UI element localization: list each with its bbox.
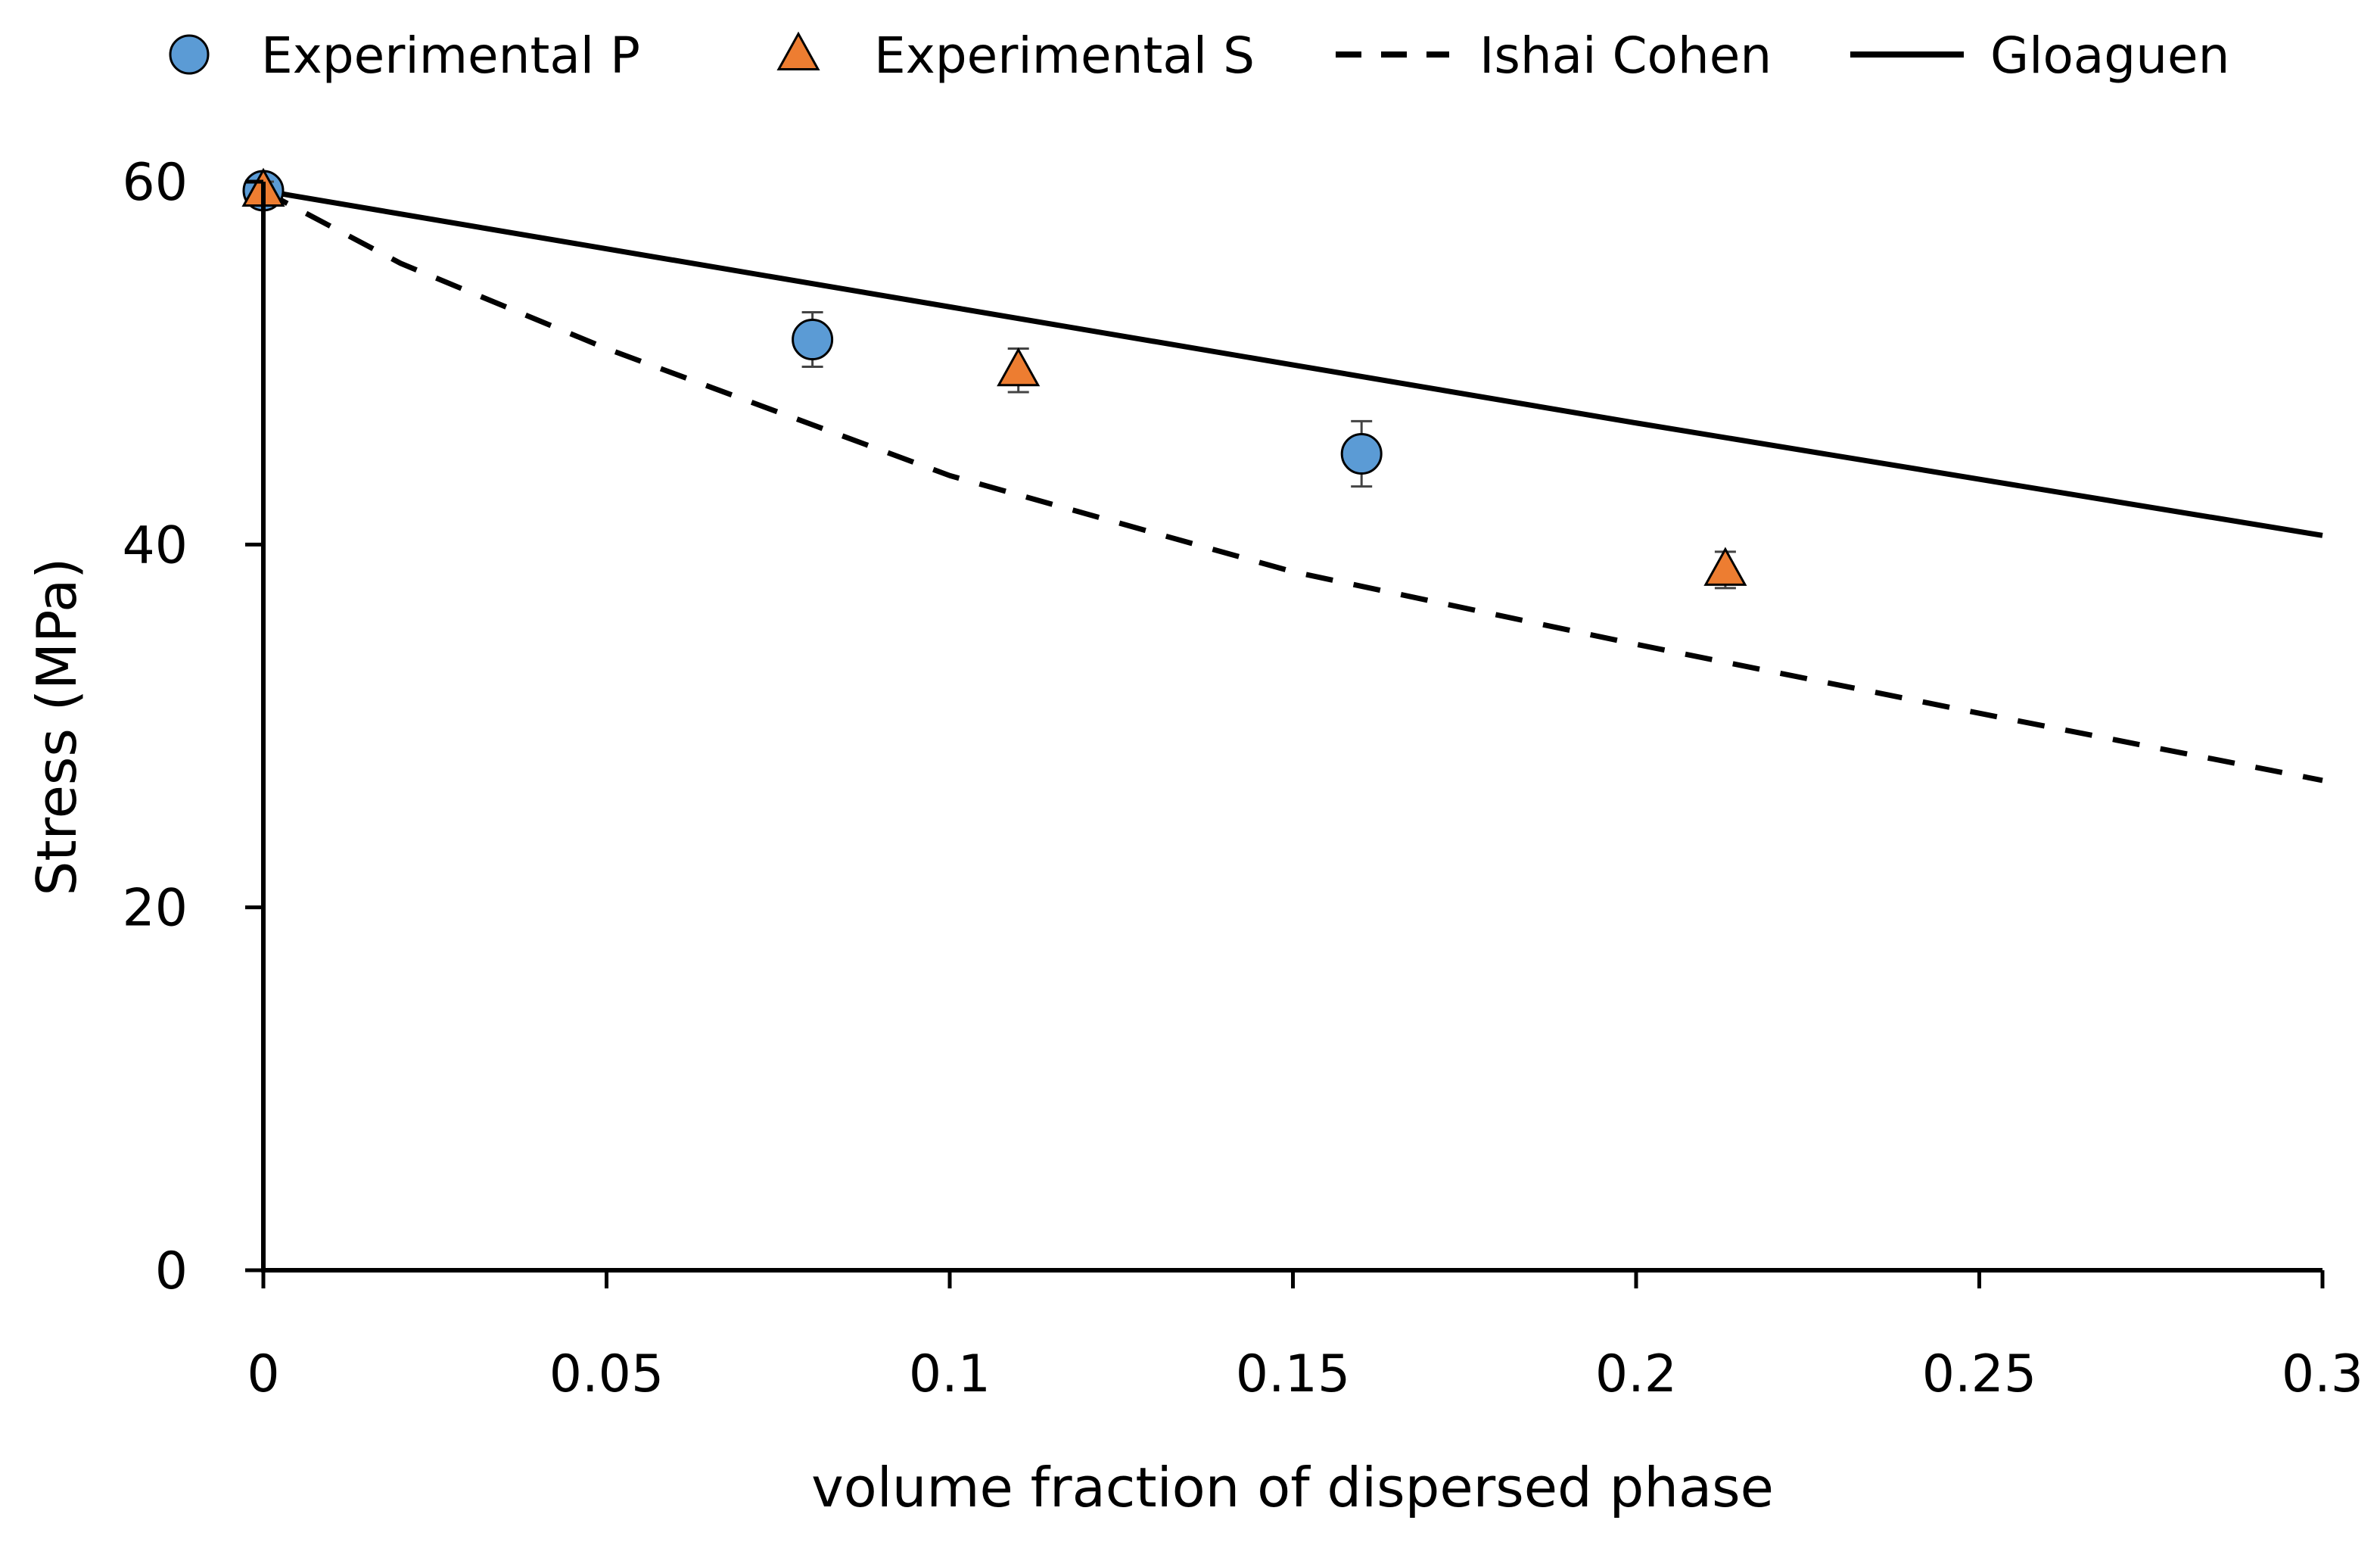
x-axis-title: volume fraction of dispersed phase: [811, 1456, 1774, 1519]
x-tick-label: 0.05: [549, 1344, 664, 1404]
y-tick-label: 20: [122, 879, 188, 939]
y-axis-title: Stress (MPa): [25, 558, 89, 896]
plot-area: [241, 167, 2323, 783]
experimental-s-point: [997, 347, 1041, 387]
experimental-p-point: [792, 319, 834, 361]
legend: Experimental P Experimental S Ishai Cohen G…: [169, 26, 2229, 85]
x-tick-label: 0.2: [1595, 1344, 1677, 1404]
legend-label-experimental-s: Experimental S: [874, 26, 1255, 85]
y-ticks: 0 20 40 60: [122, 153, 263, 1301]
ishai-cohen-line: [262, 188, 2323, 783]
y-tick-label: 40: [122, 516, 188, 575]
legend-label-gloaguen: Gloaguen: [1990, 26, 2229, 85]
axes: [261, 182, 2322, 1273]
legend-marker-experimental-s: [776, 31, 820, 70]
experimental-s-point: [1703, 547, 1747, 586]
y-tick-label: 60: [122, 153, 188, 213]
x-tick-label: 0: [247, 1344, 279, 1404]
gloaguen-line: [263, 188, 2323, 538]
x-ticks: 0 0.05 0.1 0.15 0.2 0.25 0.3: [247, 1270, 2363, 1404]
x-tick-label: 0.3: [2282, 1344, 2363, 1404]
legend-marker-experimental-p: [169, 34, 210, 75]
y-tick-label: 0: [155, 1241, 188, 1301]
legend-label-ishai-cohen: Ishai Cohen: [1479, 26, 1772, 85]
experimental-p-point: [1340, 433, 1383, 475]
x-tick-label: 0.15: [1236, 1344, 1350, 1404]
legend-label-experimental-p: Experimental P: [261, 26, 640, 85]
x-tick-label: 0.1: [909, 1344, 991, 1404]
x-tick-label: 0.25: [1922, 1344, 2036, 1404]
